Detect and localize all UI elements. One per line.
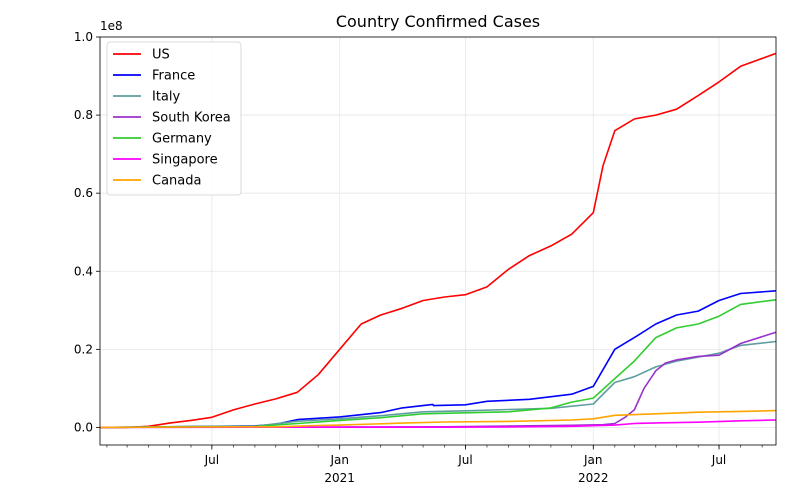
series-line-south-korea [99, 331, 777, 429]
series-line-france [99, 290, 777, 429]
chart-title: Country Confirmed Cases [336, 12, 540, 31]
series-line-italy [99, 340, 777, 429]
series-line-germany [99, 299, 777, 429]
series-line-singapore [99, 419, 777, 429]
x-tick-label: Jan [329, 453, 349, 467]
x-tick-year-label: 2022 [578, 471, 609, 485]
plot-frame [99, 36, 777, 446]
legend-label-us: US [152, 48, 170, 63]
series-line-canada [99, 409, 777, 429]
y-tick-label: 0.4 [74, 264, 93, 278]
legend-label-singapore: Singapore [152, 153, 218, 168]
y-tick-label: 0.0 [74, 420, 93, 434]
legend-label-germany: Germany [152, 132, 212, 147]
y-tick-label: 0.8 [74, 108, 93, 122]
x-tick-label: Jan [583, 453, 603, 467]
legend-label-france: France [152, 69, 195, 84]
legend-box [106, 41, 242, 196]
series-line-us [100, 52, 777, 429]
legend-label-south-korea: South Korea [152, 111, 231, 126]
legend-label-canada: Canada [152, 174, 201, 189]
legend: US France Italy South Korea Germany Singapore… [106, 41, 242, 196]
legend-label-italy: Italy [152, 90, 181, 105]
x-tick-label: Jul [711, 453, 726, 467]
series-lines [99, 52, 777, 429]
x-tick-label: Jul [457, 453, 472, 467]
y-tick-label: 1.0 [74, 30, 93, 44]
y-tick-label: 0.6 [74, 186, 93, 200]
x-tick-year-label: 2021 [324, 471, 355, 485]
y-tick-label: 0.2 [74, 342, 93, 356]
y-scale-label: 1e8 [100, 19, 123, 33]
x-axis: Jul Jan 2021 Jul Jan 2022 Jul [106, 445, 763, 485]
y-axis: 0.0 0.2 0.4 0.6 0.8 1.0 [74, 30, 100, 434]
x-tick-label: Jul [204, 453, 219, 467]
